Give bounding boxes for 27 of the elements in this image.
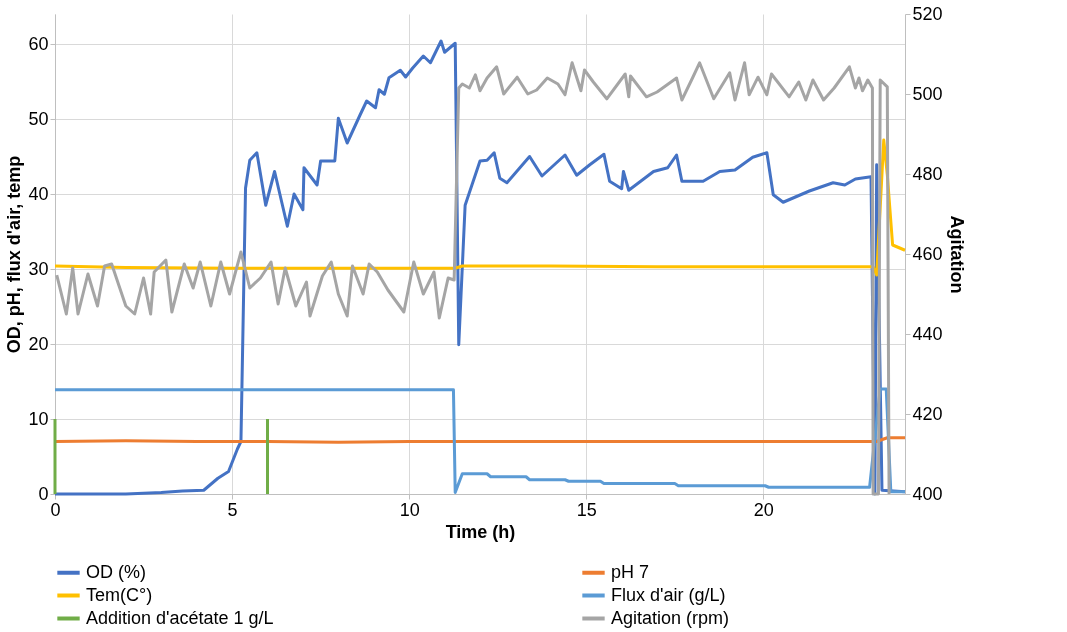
y2-tick-label: 420 — [912, 403, 943, 424]
y-tick-label: 60 — [28, 33, 49, 54]
y-tick-label: 40 — [28, 183, 49, 204]
y2-tick-label: 520 — [912, 3, 943, 24]
x-tick-label: 20 — [753, 499, 774, 520]
legend-label: OD (%) — [86, 561, 146, 582]
legend-label: pH 7 — [611, 561, 650, 582]
y-tick-label: 20 — [28, 333, 49, 354]
y-tick-label: 10 — [28, 408, 49, 429]
legend-label: Flux d'air (g/L) — [611, 584, 726, 605]
y-tick-label: 50 — [28, 108, 49, 129]
y2-axis-title: Agitation — [946, 215, 967, 294]
y-tick-label: 0 — [38, 483, 49, 504]
x-tick-label: 10 — [399, 499, 420, 520]
legend-label: Addition d'acétate 1 g/L — [86, 607, 274, 628]
y-axis-title: OD, pH, flux d'air, temp — [4, 155, 25, 354]
y2-tick-label: 400 — [912, 483, 943, 504]
y2-tick-label: 480 — [912, 163, 943, 184]
y2-tick-label: 500 — [912, 83, 943, 104]
legend-label: Tem(C°) — [86, 584, 153, 605]
y2-tick-label: 460 — [912, 243, 943, 264]
y2-tick-label: 440 — [912, 323, 943, 344]
legend-label: Agitation (rpm) — [611, 607, 730, 628]
x-axis-title: Time (h) — [445, 521, 516, 542]
x-tick-label: 5 — [227, 499, 238, 520]
y-tick-label: 30 — [28, 258, 49, 279]
x-tick-label: 15 — [576, 499, 597, 520]
